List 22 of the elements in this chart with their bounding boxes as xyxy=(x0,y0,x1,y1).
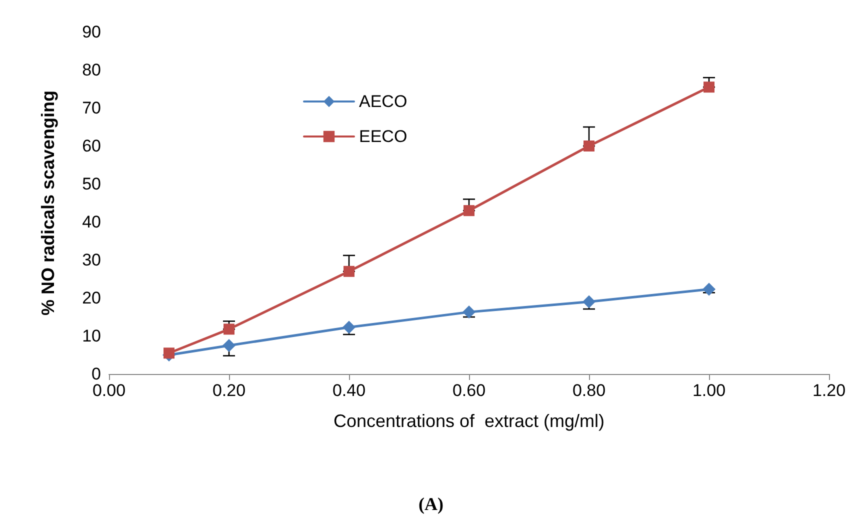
y-tick-label: 80 xyxy=(82,60,101,80)
y-tick-label: 70 xyxy=(82,98,101,118)
x-axis-title: Concentrations of extract (mg/ml) xyxy=(333,411,605,431)
x-tick-label: 0.40 xyxy=(332,381,366,400)
x-tick-label: 0.60 xyxy=(452,381,486,400)
x-tick-label: 0.80 xyxy=(572,381,606,400)
y-tick-label: 40 xyxy=(82,212,101,232)
x-tick-label: 1.20 xyxy=(812,381,846,400)
text: (A) xyxy=(418,494,444,514)
y-tick-label: 0 xyxy=(92,364,101,384)
y-tick-label: 50 xyxy=(82,174,101,194)
y-tick-label: 10 xyxy=(82,326,101,346)
y-tick-label: 90 xyxy=(82,22,101,42)
y-tick-label: 30 xyxy=(82,250,101,270)
y-axis-title: % NO radicals scavenging xyxy=(38,90,58,316)
y-tick-label: 60 xyxy=(82,136,101,156)
x-tick-label: 0.20 xyxy=(212,381,246,400)
legend-label: EECO xyxy=(359,127,408,146)
x-tick-label: 1.00 xyxy=(692,381,726,400)
x-tick-label: 0.00 xyxy=(92,381,126,400)
legend-label: AECO xyxy=(359,92,408,111)
y-tick-label: 20 xyxy=(82,288,101,308)
